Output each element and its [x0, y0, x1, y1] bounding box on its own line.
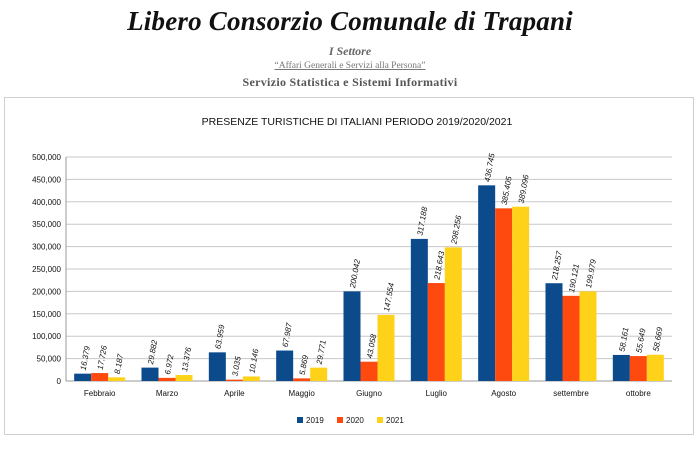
bar-2019-Luglio: [410, 238, 428, 381]
data-label: 10.146: [247, 348, 260, 374]
department-subtitle: “Affari Generali e Servizi alla Persona”: [274, 61, 426, 71]
bar-2019-Giugno: [343, 291, 361, 381]
bar-2019-Marzo: [141, 367, 159, 381]
data-label: 6.972: [163, 353, 175, 375]
data-label: 29.882: [146, 339, 159, 366]
data-label: 13.376: [180, 346, 193, 372]
x-tick-label: Febbraio: [84, 389, 116, 398]
x-tick-label: Maggio: [289, 389, 316, 398]
chart-title: PRESENZE TURISTICHE DI ITALIANI PERIODO …: [202, 116, 513, 128]
bar-2019-Maggio: [276, 350, 294, 381]
bar-2020-settembre: [562, 295, 580, 381]
y-tick-label: 250,000: [32, 265, 61, 274]
legend-swatch-2019: [297, 417, 303, 423]
bar-2020-Aprile: [225, 379, 243, 381]
data-label: 55.649: [634, 327, 647, 353]
data-label: 218.643: [432, 250, 446, 282]
bar-2020-Febbraio: [91, 373, 109, 381]
y-tick-label: 100,000: [32, 332, 61, 341]
bar-2021-Maggio: [310, 367, 328, 381]
legend-swatch-2020: [337, 417, 343, 423]
bar-2021-Marzo: [175, 375, 193, 381]
x-tick-label: Aprile: [224, 389, 245, 398]
data-label: 199.979: [584, 258, 598, 289]
legend-label-2019: 2019: [306, 416, 324, 425]
y-tick-label: 50,000: [37, 355, 62, 364]
organization-title: Libero Consorzio Comunale di Trapani: [127, 6, 573, 36]
data-label: 147.554: [382, 282, 396, 313]
bar-2019-settembre: [545, 283, 563, 381]
y-tick-label: 150,000: [32, 310, 61, 319]
data-label: 5.869: [298, 354, 310, 376]
bar-2020-Maggio: [293, 378, 311, 381]
bar-2020-Giugno: [360, 361, 378, 381]
data-label: 200.042: [348, 258, 362, 290]
data-label: 63.959: [213, 323, 226, 349]
data-label: 190.121: [567, 263, 581, 293]
y-tick-label: 300,000: [32, 243, 61, 252]
bar-2021-Febbraio: [108, 377, 126, 381]
x-tick-label: Agosto: [491, 389, 516, 398]
bar-2021-ottobre: [646, 354, 664, 381]
data-label: 17.726: [96, 344, 109, 370]
bars: [74, 185, 664, 381]
x-tick-label: Luglio: [426, 389, 448, 398]
x-tick-label: Marzo: [156, 389, 179, 398]
bar-2019-Febbraio: [74, 373, 92, 381]
x-tick-label: Giugno: [356, 389, 382, 398]
bar-2021-settembre: [579, 291, 597, 381]
data-label: 298.256: [449, 214, 463, 246]
data-label: 317.188: [415, 206, 429, 237]
y-axis-ticks: 0 50,000 100,000 150,000 200,000 250,000 300,0…: [32, 153, 61, 386]
bar-2020-Marzo: [158, 377, 176, 381]
bar-2021-Luglio: [444, 247, 462, 381]
bar-2020-ottobre: [629, 356, 647, 381]
data-label: 29.771: [315, 339, 328, 366]
y-tick-label: 200,000: [32, 287, 61, 296]
legend-swatch-2021: [377, 417, 383, 423]
bar-2019-Aprile: [208, 352, 226, 381]
x-tick-label: settembre: [553, 389, 589, 398]
legend-label-2020: 2020: [346, 416, 364, 425]
bar-2021-Agosto: [512, 206, 530, 381]
bar-2019-ottobre: [612, 354, 630, 381]
data-label: 16.379: [79, 345, 92, 371]
data-label: 3.035: [230, 355, 242, 377]
bar-2021-Giugno: [377, 314, 395, 381]
data-label: 389.096: [517, 173, 531, 204]
y-tick-label: 350,000: [32, 220, 61, 229]
bar-2020-Agosto: [495, 208, 513, 381]
data-labels: 16.379 17.726 8.187 29.882 6.972 13.376 63.959…: [79, 152, 665, 377]
data-label: 67.987: [281, 322, 294, 348]
data-label: 43.058: [365, 333, 378, 359]
data-label: 218.257: [550, 250, 564, 282]
bar-2021-Aprile: [242, 376, 260, 381]
service-label: Servizio Statistica e Sistemi Informativ…: [242, 75, 458, 89]
x-axis-ticks: Febbraio Marzo Aprile Maggio Giugno Luglio Ago…: [84, 389, 651, 398]
sector-label: I Settore: [328, 44, 372, 58]
data-label: 8.187: [113, 353, 125, 375]
legend-label-2021: 2021: [386, 416, 404, 425]
x-tick-label: ottobre: [626, 389, 651, 398]
data-label: 58.161: [617, 327, 630, 353]
data-label: 58.669: [651, 326, 664, 352]
y-tick-label: 400,000: [32, 198, 61, 207]
bar-2019-Agosto: [478, 185, 496, 381]
y-tick-label: 450,000: [32, 175, 61, 184]
bar-2020-Luglio: [427, 283, 445, 381]
legend: 2019 2020 2021: [297, 416, 404, 425]
y-tick-label: 0: [57, 377, 62, 386]
y-tick-label: 500,000: [32, 153, 61, 162]
